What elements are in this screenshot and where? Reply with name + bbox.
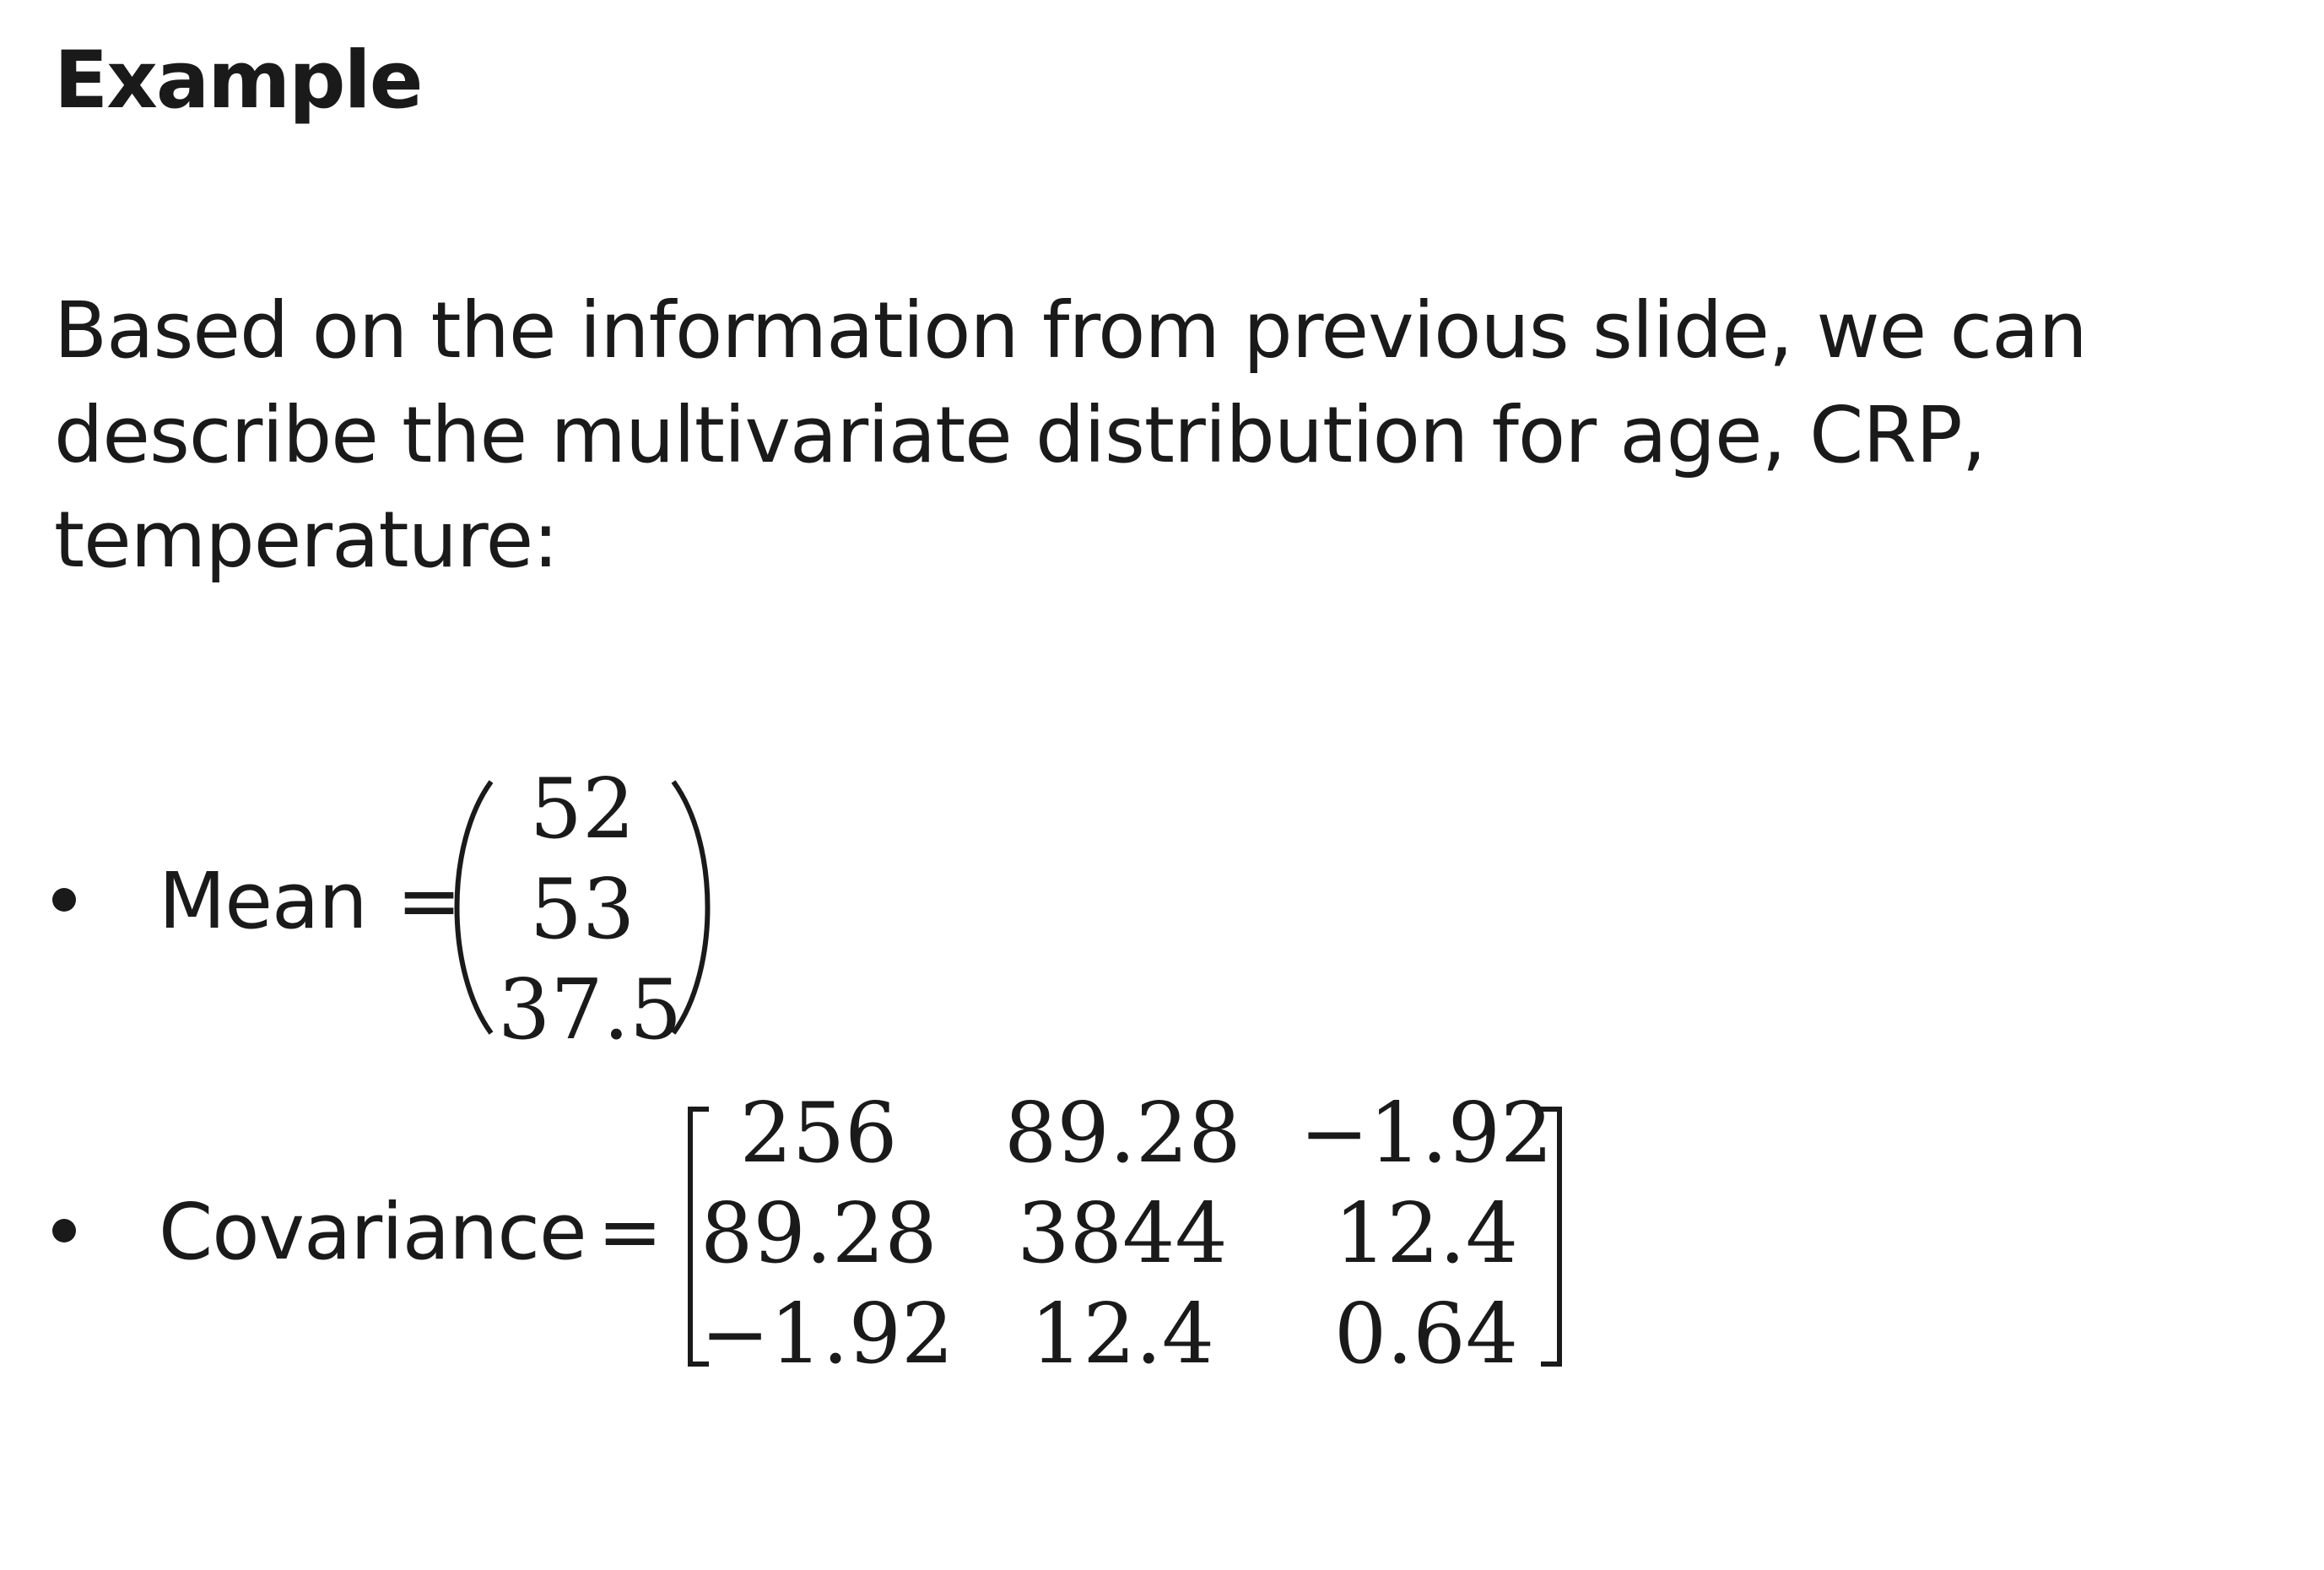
- mean-value: 53: [529, 862, 635, 958]
- matrix-cell: 3844: [1017, 1186, 1228, 1282]
- mean-label: Mean: [159, 856, 368, 946]
- mean-equals-sign: =: [397, 856, 462, 946]
- mean-value: 52: [529, 761, 635, 858]
- covariance-equals-sign: =: [597, 1187, 663, 1277]
- paragraph-line: Based on the information from previous s…: [54, 285, 2088, 376]
- paragraph-line: describe the multivariate distribution f…: [54, 390, 1986, 480]
- matrix-cell: −1.92: [1300, 1085, 1554, 1182]
- mean-value: 37.5: [498, 962, 683, 1058]
- bullet-dot: [52, 888, 76, 912]
- bullet-dot: [52, 1219, 76, 1242]
- matrix-cell: 256: [739, 1085, 898, 1182]
- slide-title: Example: [54, 35, 423, 127]
- matrix-cell: 89.28: [700, 1186, 938, 1282]
- matrix-cell: −1.92: [700, 1286, 954, 1383]
- right-bracket: [1541, 1107, 1562, 1367]
- covariance-label: Covariance: [159, 1187, 587, 1277]
- matrix-cell: 0.64: [1333, 1286, 1519, 1383]
- left-paren: [454, 780, 494, 1035]
- left-bracket: [688, 1107, 709, 1367]
- intro-paragraph: Based on the information from previous s…: [54, 279, 2164, 593]
- right-paren: [671, 780, 711, 1035]
- paragraph-line: temperature:: [54, 495, 559, 585]
- matrix-cell: 12.4: [1333, 1186, 1519, 1282]
- matrix-cell: 12.4: [1030, 1286, 1215, 1383]
- matrix-cell: 89.28: [1004, 1085, 1241, 1182]
